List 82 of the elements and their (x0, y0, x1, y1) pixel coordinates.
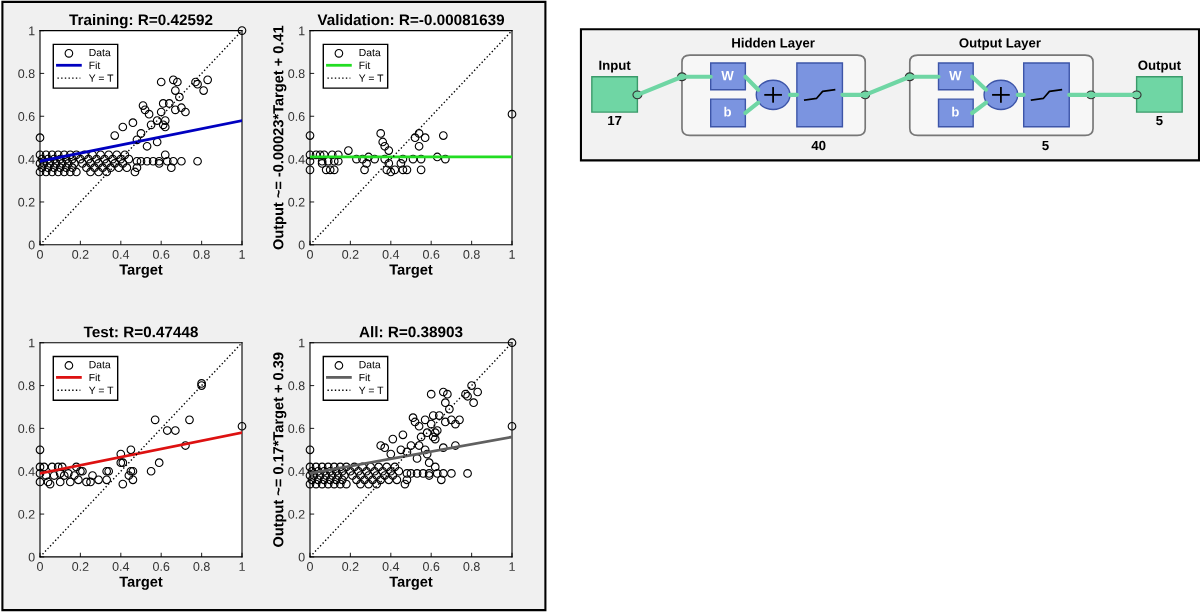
x-tick-label: 1 (239, 250, 245, 259)
y-tick-label: 0.2 (288, 509, 305, 519)
legend-label: Data (359, 48, 381, 57)
chart-title: Test: R=0.47448 (83, 326, 198, 338)
y-tick-label: 0.4 (18, 154, 35, 164)
text: 5 (1042, 140, 1049, 151)
x-tick-label: 0.6 (153, 249, 170, 259)
legend-label: Data (89, 361, 111, 369)
legend-label: Data (89, 48, 111, 57)
x-axis-title: Target (119, 264, 163, 278)
y-tick-label: 0.6 (288, 112, 305, 121)
x-tick-label: 0.4 (112, 562, 130, 571)
text: 17 (608, 115, 622, 126)
x-axis-title: Target (389, 264, 433, 278)
x-tick-label: 0 (307, 562, 313, 571)
x-tick-label: 0.4 (112, 249, 130, 259)
text: 40 (811, 140, 826, 151)
x-tick-label: 0.8 (193, 562, 210, 571)
x-tick-label: 0.6 (153, 562, 170, 571)
x-tick-label: 0.2 (72, 249, 89, 259)
y-tick-label: 0.2 (288, 197, 305, 207)
legend-label: Data (359, 361, 381, 369)
legend-label: Y = T (88, 386, 114, 394)
y-tick-label: 0 (28, 552, 35, 562)
text: W (721, 71, 734, 81)
text: b (724, 106, 732, 117)
y-tick-label: 0 (28, 240, 35, 250)
y-tick-label: 0.4 (288, 154, 305, 164)
y-tick-label: 0 (298, 552, 305, 562)
y-tick-label: 0.6 (18, 424, 35, 434)
y-tick-label: 0.4 (18, 467, 35, 476)
text: 5 (1156, 115, 1163, 126)
y-tick-label: 1 (299, 338, 305, 348)
y-tick-label: 0 (298, 240, 305, 250)
x-tick-label: 0.8 (193, 249, 210, 259)
chart-title: All: R=0.38903 (359, 326, 463, 338)
text: Output Layer (959, 38, 1041, 51)
y-tick-label: 1 (29, 26, 35, 36)
x-tick-label: 0.2 (342, 562, 359, 571)
x-tick-label: 0.4 (382, 249, 400, 259)
text: Hidden Layer (732, 37, 815, 51)
x-tick-label: 1 (509, 562, 515, 571)
y-tick-label: 0.6 (288, 424, 305, 434)
x-tick-label: 0.8 (463, 562, 480, 571)
x-tick-label: 0.8 (463, 249, 480, 259)
legend-label: Fit (89, 61, 101, 70)
x-tick-label: 0.6 (423, 562, 440, 571)
x-tick-label: 0.6 (423, 249, 440, 259)
y-tick-label: 0.4 (288, 467, 305, 476)
y-tick-label: 0.2 (18, 197, 35, 207)
y-tick-label: 1 (29, 338, 35, 348)
text: Output (1138, 60, 1181, 73)
x-tick-label: 0.4 (382, 562, 400, 571)
y-tick-label: 0.8 (18, 381, 35, 391)
y-tick-label: 0.8 (18, 69, 35, 79)
chart-title: Training: R=0.42592 (69, 13, 213, 29)
text: Input (599, 60, 631, 73)
y-axis-title: Output ~= 0.17*Target + 0.39 (273, 352, 287, 547)
text: b (952, 106, 959, 117)
legend-label: Fit (359, 61, 371, 70)
chart-title: Validation: R=-0.00081639 (317, 13, 505, 26)
x-axis-title: Target (119, 576, 163, 590)
x-tick-label: 0.2 (72, 562, 89, 571)
text: W (949, 71, 962, 81)
legend-label: Y = T (358, 74, 384, 82)
y-tick-label: 0.8 (288, 381, 305, 391)
legend-label: Y = T (88, 74, 114, 82)
x-tick-label: 0.2 (342, 249, 359, 259)
x-tick-label: 0 (307, 249, 313, 259)
y-axis-title: Output ~= -0.00023*Target + 0.41 (273, 25, 287, 250)
x-tick-label: 1 (239, 562, 245, 571)
x-tick-label: 0 (37, 249, 43, 259)
legend-label: Y = T (358, 386, 384, 394)
legend-label: Fit (89, 373, 101, 382)
y-tick-label: 1 (299, 26, 305, 36)
x-axis-title: Target (389, 576, 433, 590)
y-tick-label: 0.2 (18, 509, 35, 519)
y-tick-label: 0.6 (18, 112, 35, 121)
x-tick-label: 0 (37, 562, 43, 571)
x-tick-label: 1 (509, 250, 515, 259)
y-tick-label: 0.8 (288, 69, 305, 79)
legend-label: Fit (359, 373, 371, 382)
